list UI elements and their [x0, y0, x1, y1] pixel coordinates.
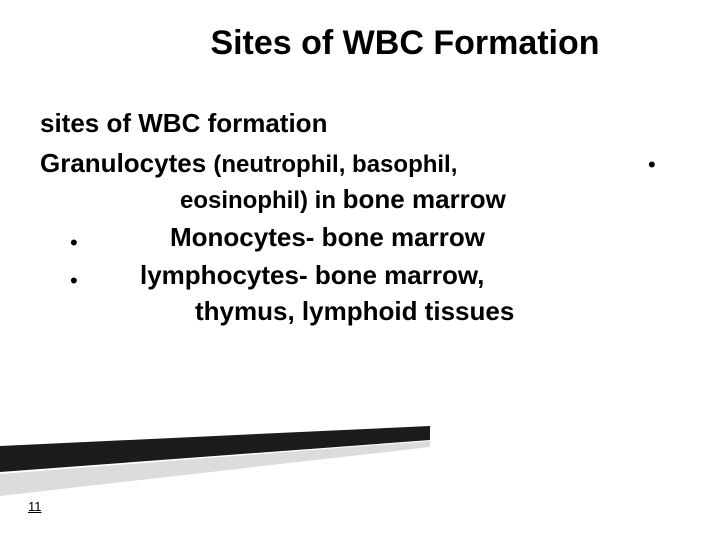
- slide-title: Sites of WBC Formation: [0, 24, 720, 63]
- monocytes-line: Monocytes- bone marrow: [170, 222, 485, 253]
- gran-prefix: Granulocytes: [40, 148, 213, 178]
- slide-subtitle: sites of WBC formation: [40, 108, 327, 139]
- lymphocytes-line-1: lymphocytes- bone marrow,: [140, 260, 484, 291]
- bullet-icon: •: [648, 152, 656, 178]
- bullet-icon: •: [70, 230, 78, 256]
- page-number: 11: [28, 499, 42, 514]
- granulocytes-line: Granulocytes (neutrophil, basophil,: [40, 148, 457, 179]
- eos-bone-marrow: bone marrow: [343, 184, 506, 214]
- decorative-wedge-icon: [0, 426, 430, 496]
- eosinophil-line: eosinophil) in bone marrow: [180, 184, 506, 215]
- lymphocytes-line-2: thymus, lymphoid tissues: [195, 296, 514, 327]
- bullet-icon: •: [70, 268, 78, 294]
- eos-paren: eosinophil) in: [180, 187, 343, 214]
- gran-paren: (neutrophil, basophil,: [213, 151, 457, 178]
